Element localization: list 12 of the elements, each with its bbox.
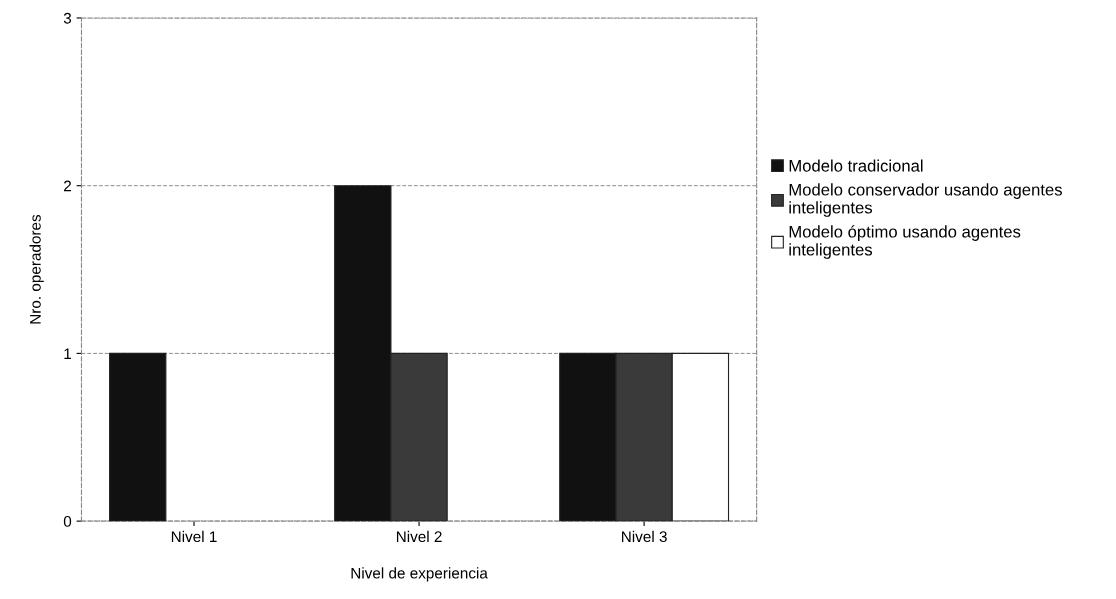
legend-label: Modelo tradicional: [789, 159, 923, 172]
x-tick-label: Nivel 1: [171, 530, 217, 543]
y-axis-title: Nro. operadores: [29, 214, 44, 324]
x-axis-title: Nivel de experiencia: [351, 567, 488, 582]
x-tick-label: Nivel 2: [396, 530, 442, 543]
y-tick-label: 3: [63, 12, 72, 24]
y-tick-label: 2: [64, 180, 71, 192]
legend-label: Modelo conservador usando agentes inteligentes: [789, 183, 1062, 217]
legend-label: Modelo óptimo usando agentes inteligentes: [789, 225, 1021, 259]
y-tick-label: 0: [63, 516, 72, 527]
y-tick-label: 1: [64, 348, 71, 359]
x-tick-label: Nivel 3: [622, 530, 667, 543]
